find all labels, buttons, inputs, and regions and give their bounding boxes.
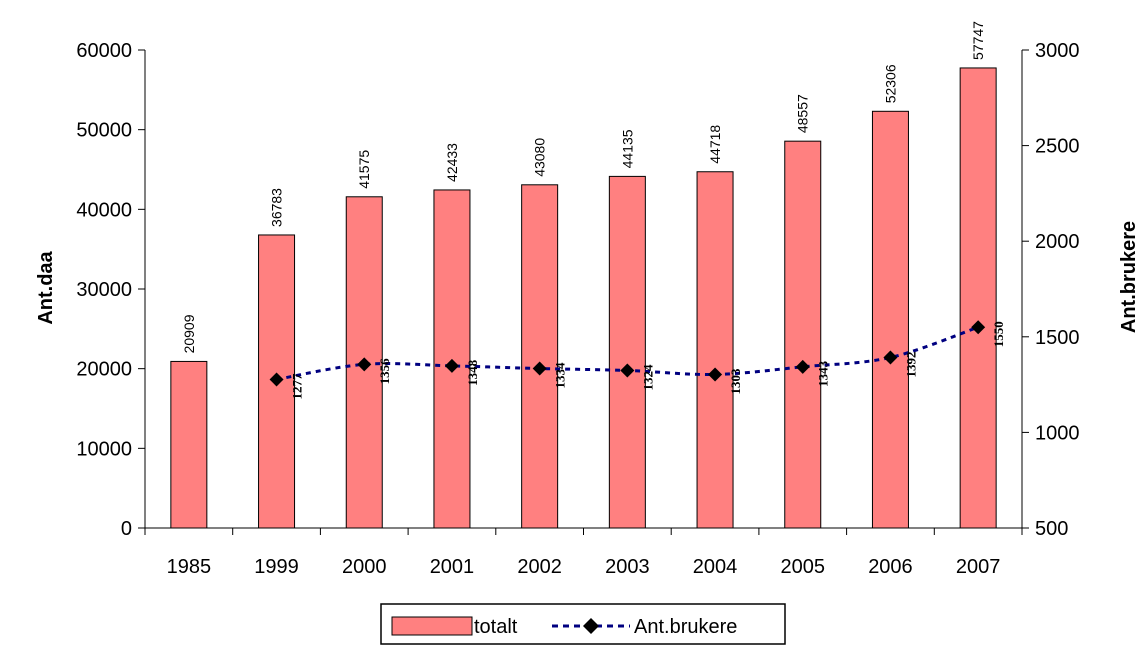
- bar-2003: [608, 175, 646, 529]
- legend-label-totalt: totalt: [474, 616, 518, 638]
- bar-value-label: 20909: [181, 314, 197, 353]
- y2-axis-title: Ant.brukere: [1118, 221, 1139, 333]
- y2-tick-label: 3000: [1035, 40, 1080, 62]
- y-axis-title: Ant.daa: [35, 250, 57, 324]
- line-value-label: 1356: [377, 358, 392, 385]
- line-value-label: 1348: [465, 359, 480, 386]
- y2-tick-label: 2500: [1035, 136, 1080, 158]
- bar-value-label: 42433: [444, 143, 460, 182]
- bar-value-label: 44718: [707, 125, 723, 164]
- y-tick-label: 10000: [76, 438, 132, 460]
- y-tick-label: 0: [121, 518, 132, 540]
- line-value-label: 1343: [816, 360, 831, 387]
- x-tick-label: 2004: [693, 556, 738, 578]
- y2-tick-label: 1000: [1035, 422, 1080, 444]
- y2-tick-label: 500: [1035, 518, 1068, 540]
- bar-2002: [521, 184, 559, 529]
- line-value-label: 1277: [290, 373, 305, 400]
- bar-series-totalt: [170, 67, 997, 529]
- line-value-label: 1334: [553, 362, 568, 389]
- line-value-label: 1392: [903, 351, 918, 377]
- bar-value-label: 52306: [882, 64, 898, 103]
- x-tick-label: 2002: [517, 556, 562, 578]
- x-tick-label: 1999: [254, 556, 299, 578]
- y2-tick-label: 1500: [1035, 327, 1080, 349]
- x-tick-label: 1985: [167, 556, 212, 578]
- x-tick-label: 2006: [868, 556, 913, 578]
- line-marker-2004: [708, 367, 723, 382]
- legend-label-ant-brukere: Ant.brukere: [634, 616, 737, 638]
- line-marker-2001: [444, 358, 459, 373]
- line-marker-2002: [532, 361, 547, 376]
- line-marker-2003: [620, 363, 635, 378]
- y-tick-label: 20000: [76, 359, 132, 381]
- x-tick-label: 2007: [956, 556, 1001, 578]
- bar-2007: [959, 67, 997, 529]
- line-marker-2006: [883, 350, 898, 365]
- bar-value-label: 41575: [356, 150, 372, 189]
- data-labels: 20909 36783 41575 42433 43080 44135 44718 48557…: [181, 21, 1006, 400]
- line-value-label: 1550: [991, 321, 1006, 347]
- x-tick-label: 2000: [342, 556, 387, 578]
- legend-marker-ant-brukere: [583, 618, 599, 634]
- line-value-label: 1324: [640, 364, 655, 391]
- bar-value-label: 44135: [619, 129, 635, 168]
- x-tick-label: 2001: [430, 556, 475, 578]
- line-value-label: 1303: [728, 368, 743, 395]
- bar-value-label: 43080: [532, 138, 548, 177]
- bar-value-label: 57747: [970, 21, 986, 60]
- y-tick-label: 60000: [76, 40, 132, 62]
- x-tick-label: 2005: [781, 556, 826, 578]
- axes: 0 10000 20000 30000 40000 50000 60000 500 1000 15…: [76, 40, 1079, 578]
- line-marker-1999: [269, 372, 284, 387]
- bar-2005: [784, 140, 822, 529]
- line-marker-2000: [357, 357, 372, 372]
- y2-tick-label: 2000: [1035, 231, 1080, 253]
- line-series-ant-brukere: [269, 320, 986, 387]
- x-tick-label: 2003: [605, 556, 650, 578]
- y-tick-label: 40000: [76, 199, 132, 221]
- legend: totalt Ant.brukere: [380, 603, 786, 645]
- bar-2006: [871, 110, 909, 529]
- bar-value-label: 48557: [795, 94, 811, 133]
- bar-value-label: 36783: [269, 188, 285, 227]
- line-marker-2007: [971, 320, 986, 335]
- line-marker-2005: [795, 359, 810, 374]
- y-tick-label: 30000: [76, 279, 132, 301]
- bar-2004: [696, 171, 734, 529]
- bar-1985: [170, 360, 208, 529]
- legend-swatch-totalt: [391, 616, 473, 636]
- y-tick-label: 50000: [76, 120, 132, 142]
